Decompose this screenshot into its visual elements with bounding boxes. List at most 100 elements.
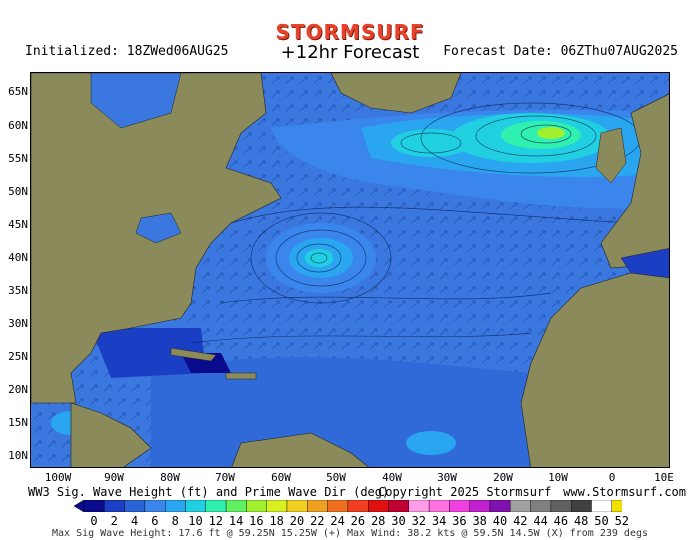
forecast-date-label: Forecast Date: 06ZThu07AUG2025 — [443, 44, 678, 59]
lon-label: 40W — [382, 471, 402, 484]
scale-swatch — [510, 500, 531, 512]
scale-swatch — [246, 500, 267, 512]
northwest-swell-patch — [391, 129, 471, 157]
stormsurf-logo: STORMSURF — [275, 20, 425, 44]
scale-swatch — [347, 500, 369, 512]
cuba-island — [170, 347, 217, 362]
scale-swatch — [571, 500, 592, 512]
scale-value-label: 28 — [370, 514, 386, 528]
wave-height-color-scale — [74, 500, 622, 512]
tropical-swell-patch — [406, 431, 456, 455]
hudson-bay — [90, 73, 182, 129]
scale-value-label: 10 — [188, 514, 203, 528]
scale-swatch — [83, 500, 105, 512]
scale-swatch — [205, 500, 227, 512]
lat-label: 30N — [8, 317, 28, 330]
initialized-label: Initialized: 18ZWed06AUG25 — [25, 44, 229, 59]
scale-value-label: 46 — [553, 514, 569, 528]
max-values-info: Max Sig Wave Height: 17.6 ft @ 59.25N 15… — [51, 528, 649, 539]
lat-label: 65N — [8, 85, 28, 98]
great-lakes — [135, 212, 182, 244]
lat-label: 40N — [8, 251, 28, 264]
scale-value-label: 36 — [452, 514, 467, 528]
scale-value-label: 40 — [492, 514, 508, 528]
scale-value-label: 14 — [228, 514, 244, 528]
scale-swatch — [185, 500, 206, 512]
scale-swatch — [388, 500, 409, 512]
scale-value-label: 48 — [573, 514, 589, 528]
central-america-landmass — [70, 402, 152, 467]
scale-swatch — [124, 500, 146, 512]
lon-label: 10E — [654, 471, 674, 484]
scale-value-label: 0 — [90, 514, 98, 528]
scale-value-label: 38 — [472, 514, 487, 528]
lat-label: 25N — [8, 350, 28, 363]
scale-swatch — [489, 500, 511, 512]
scale-swatch — [266, 500, 288, 512]
lat-label: 20N — [8, 383, 28, 396]
scale-value-label: 26 — [350, 514, 366, 528]
scale-swatch — [327, 500, 349, 512]
lon-label: 80W — [160, 471, 180, 484]
scale-swatch — [408, 500, 430, 512]
lon-label: 10W — [548, 471, 568, 484]
lon-label: 60W — [271, 471, 291, 484]
wave-height-map[interactable] — [30, 72, 670, 468]
lat-label: 10N — [8, 449, 28, 462]
scale-swatch — [368, 500, 389, 512]
scale-swatch — [428, 500, 450, 512]
scale-swatch — [307, 500, 328, 512]
wave-height-contours — [190, 102, 642, 344]
scale-value-label: 16 — [249, 514, 264, 528]
scale-value-label: 2 — [110, 514, 118, 528]
hispaniola-island — [225, 372, 257, 380]
gulf-of-mexico-calm — [91, 328, 206, 378]
map-svg — [31, 73, 669, 467]
scale-arrow-low — [74, 500, 85, 512]
copyright-text: Copyright 2025 Stormsurf — [378, 485, 552, 499]
lon-label: 50W — [326, 471, 346, 484]
lat-label: 45N — [8, 218, 28, 231]
british-isles — [595, 127, 627, 184]
greenland-landmass — [330, 73, 462, 114]
scale-value-label: 42 — [513, 514, 528, 528]
scale-value-label: 24 — [330, 514, 345, 528]
scale-value-label: 12 — [208, 514, 224, 528]
lat-label: 50N — [8, 185, 28, 198]
scale-swatch — [591, 500, 612, 512]
lon-label: 90W — [104, 471, 124, 484]
lon-label: 70W — [215, 471, 235, 484]
scale-value-label: 4 — [130, 514, 139, 528]
mediterranean-sea — [620, 248, 669, 279]
scale-value-label: 8 — [171, 514, 179, 528]
scale-value-label: 44 — [533, 514, 548, 528]
lat-label: 15N — [8, 416, 28, 429]
scale-swatch — [550, 500, 572, 512]
scale-swatch — [469, 500, 491, 512]
forecast-title: +12hr Forecast — [280, 42, 420, 63]
scale-swatch — [225, 500, 247, 512]
scale-swatch — [164, 500, 186, 512]
scale-swatch — [144, 500, 166, 512]
scale-swatch — [611, 500, 622, 512]
scale-swatch — [286, 500, 308, 512]
lat-label: 35N — [8, 284, 28, 297]
lon-label: 0 — [608, 471, 616, 484]
scale-swatch — [449, 500, 470, 512]
scale-value-label: 6 — [151, 514, 159, 528]
website-link[interactable]: www.Stormsurf.com — [563, 485, 686, 499]
lon-label: 100W — [44, 471, 72, 484]
scale-value-label: 18 — [269, 514, 284, 528]
scale-value-label: 34 — [431, 514, 447, 528]
scale-value-label: 30 — [391, 514, 406, 528]
product-description: WW3 Sig. Wave Height (ft) and Prime Wave… — [28, 485, 390, 499]
lon-label: 20W — [493, 471, 513, 484]
scale-swatch — [104, 500, 125, 512]
scale-swatch — [530, 500, 552, 512]
scale-value-label: 22 — [310, 514, 325, 528]
lon-label: 30W — [437, 471, 457, 484]
scale-value-label: 52 — [614, 514, 630, 528]
lat-label: 60N — [8, 119, 28, 132]
north-storm-max — [537, 127, 565, 139]
mid-atlantic-storm-peak — [305, 249, 333, 267]
